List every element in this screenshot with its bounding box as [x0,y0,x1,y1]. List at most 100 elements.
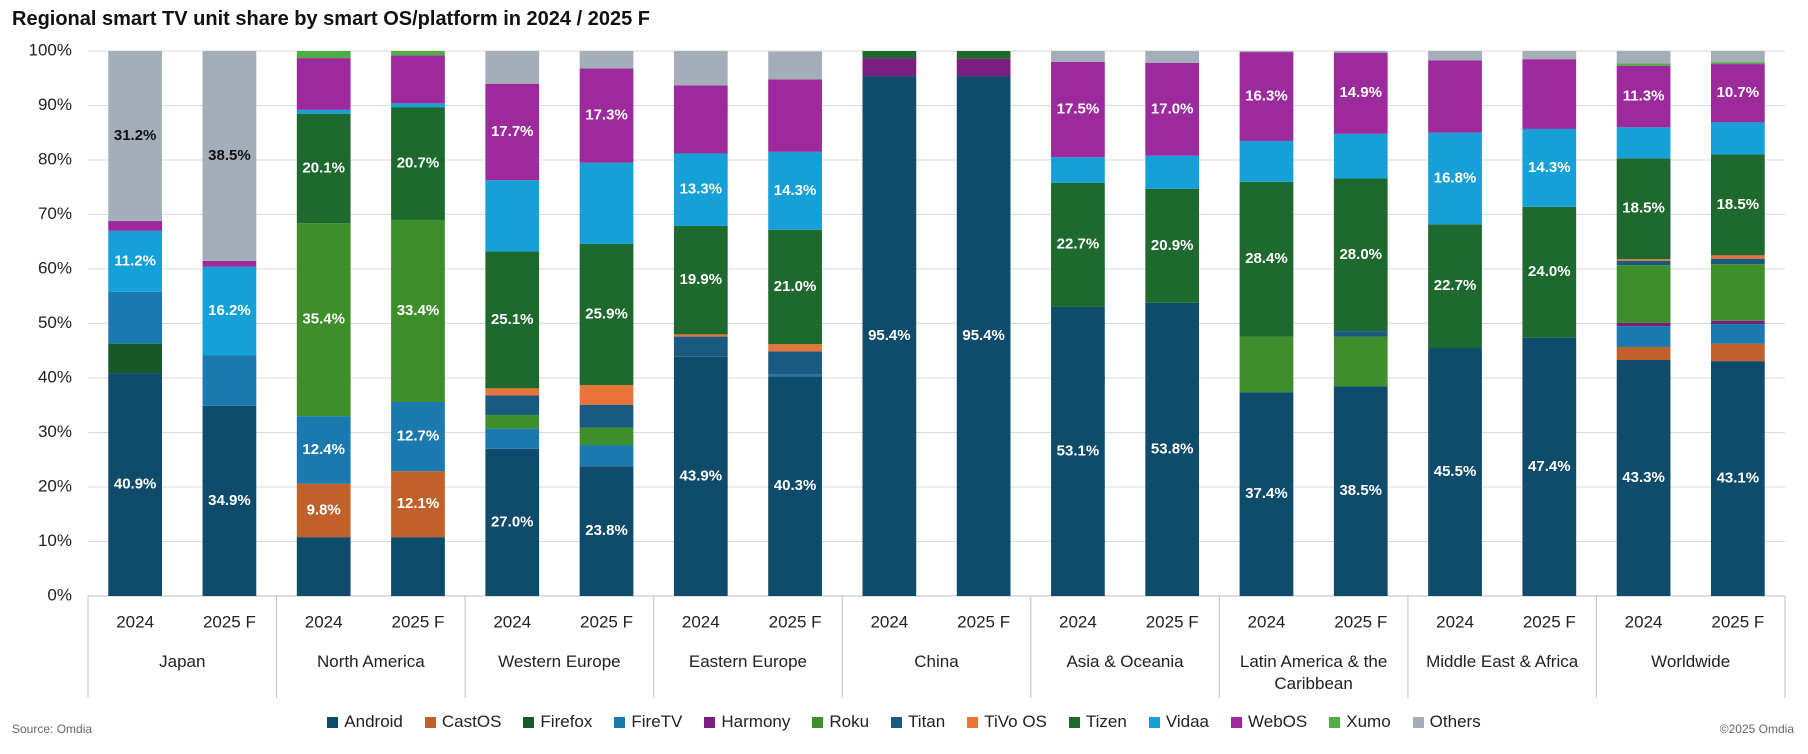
data-label: 53.8% [1151,440,1194,457]
legend-item: Harmony [704,712,790,732]
data-label: 34.9% [208,492,251,509]
x-tick-label: 2025 F [1146,612,1199,631]
bar-segment [391,103,445,108]
bar-segment [391,401,445,472]
bar-segment [1239,52,1294,141]
bar-segment [1710,320,1765,325]
data-label: 27.0% [491,513,534,530]
bar-segment [1428,51,1482,61]
bar-segment [391,471,445,538]
bar-segment [1333,386,1388,596]
x-tick-label: 2025 F [957,612,1010,631]
legend-swatch [891,716,903,728]
bar-segment [108,221,163,231]
data-label: 33.4% [397,302,440,319]
y-tick-label: 60% [38,258,72,277]
bar-segment [768,374,822,377]
data-label: 35.4% [302,311,345,328]
data-label: 14.9% [1339,84,1382,101]
bar-segment [1616,63,1671,66]
bar-segment [1239,336,1294,393]
bar-segment [1333,336,1388,387]
bar-segment [956,76,1011,596]
y-tick-label: 0% [47,585,72,604]
bar-segment [1051,157,1105,183]
bar-segment [296,483,351,538]
bar-segment [1616,265,1671,323]
data-label: 28.0% [1339,246,1382,263]
bar-segment [579,243,634,386]
data-label: 16.3% [1245,87,1288,104]
bar-segment [862,51,917,59]
bar-segment [768,351,822,375]
legend-item: CastOS [424,712,501,732]
x-tick-label: 2025 F [769,612,822,631]
bar-segment [579,427,634,446]
x-tick-label: 2025 F [1334,612,1387,631]
bar-segment [391,537,445,596]
bar-segment [391,51,445,56]
bar-segment [1428,60,1482,133]
bar-segment [485,83,540,181]
x-tick-label: 2024 [1248,612,1286,631]
y-tick-label: 40% [38,367,72,386]
x-tick-label: 2024 [305,612,343,631]
bar-segment [768,151,822,230]
bar-segment [579,445,634,467]
bar-segment [1710,343,1765,362]
data-label: 22.7% [1434,277,1477,294]
group-label: Japan [159,652,206,671]
bar-segment [108,51,163,222]
bar-segment [1145,302,1200,596]
bar-segment [1333,51,1388,53]
bar-segment [1239,181,1294,337]
bar-segment [485,395,540,416]
data-label: 9.8% [307,501,341,518]
data-label: 12.1% [397,495,440,512]
x-tick-label: 2025 F [1523,612,1576,631]
group-label: Eastern Europe [688,652,807,671]
data-label: 40.3% [774,477,817,494]
legend-item: Xumo [1329,712,1391,732]
bar-segment [485,415,540,429]
bar-segment [1051,182,1105,307]
data-label: 20.7% [397,155,440,172]
x-tick-label: 2024 [116,612,154,631]
data-label: 38.5% [208,147,251,164]
legend-label: Roku [829,712,870,731]
bar-segment [1522,51,1577,60]
data-label: 19.9% [680,271,723,288]
legend-swatch [614,716,626,728]
bar-segment [202,355,257,406]
x-tick-label: 2024 [1059,612,1097,631]
bar-segment [673,356,728,596]
y-tick-label: 70% [38,204,72,223]
bar-segment [862,58,917,77]
bar-segment [296,223,351,417]
legend-swatch [327,716,339,728]
legend-item: Tizen [1068,712,1127,732]
bar-segment [202,260,257,267]
x-tick-label: 2024 [1625,612,1663,631]
legend-swatch [1148,716,1160,728]
bar-segment [673,225,728,335]
legend-swatch [424,716,436,728]
bar-segment [1333,133,1388,179]
legend-swatch [523,716,535,728]
data-label: 95.4% [868,327,911,344]
data-label: 31.2% [114,127,157,144]
bar-segment [673,336,728,357]
legend-swatch [704,716,716,728]
data-label: 17.5% [1057,101,1100,118]
bar-segment [579,51,634,69]
bar-segment [579,68,634,163]
bar-segment [1239,140,1294,182]
data-label: 95.4% [962,327,1005,344]
bar-segment [1616,322,1671,327]
bar-segment [1239,51,1294,53]
bar-segment [1428,132,1482,225]
data-label: 28.4% [1245,250,1288,267]
legend-label: Android [344,712,403,731]
bar-segment [1333,331,1388,337]
